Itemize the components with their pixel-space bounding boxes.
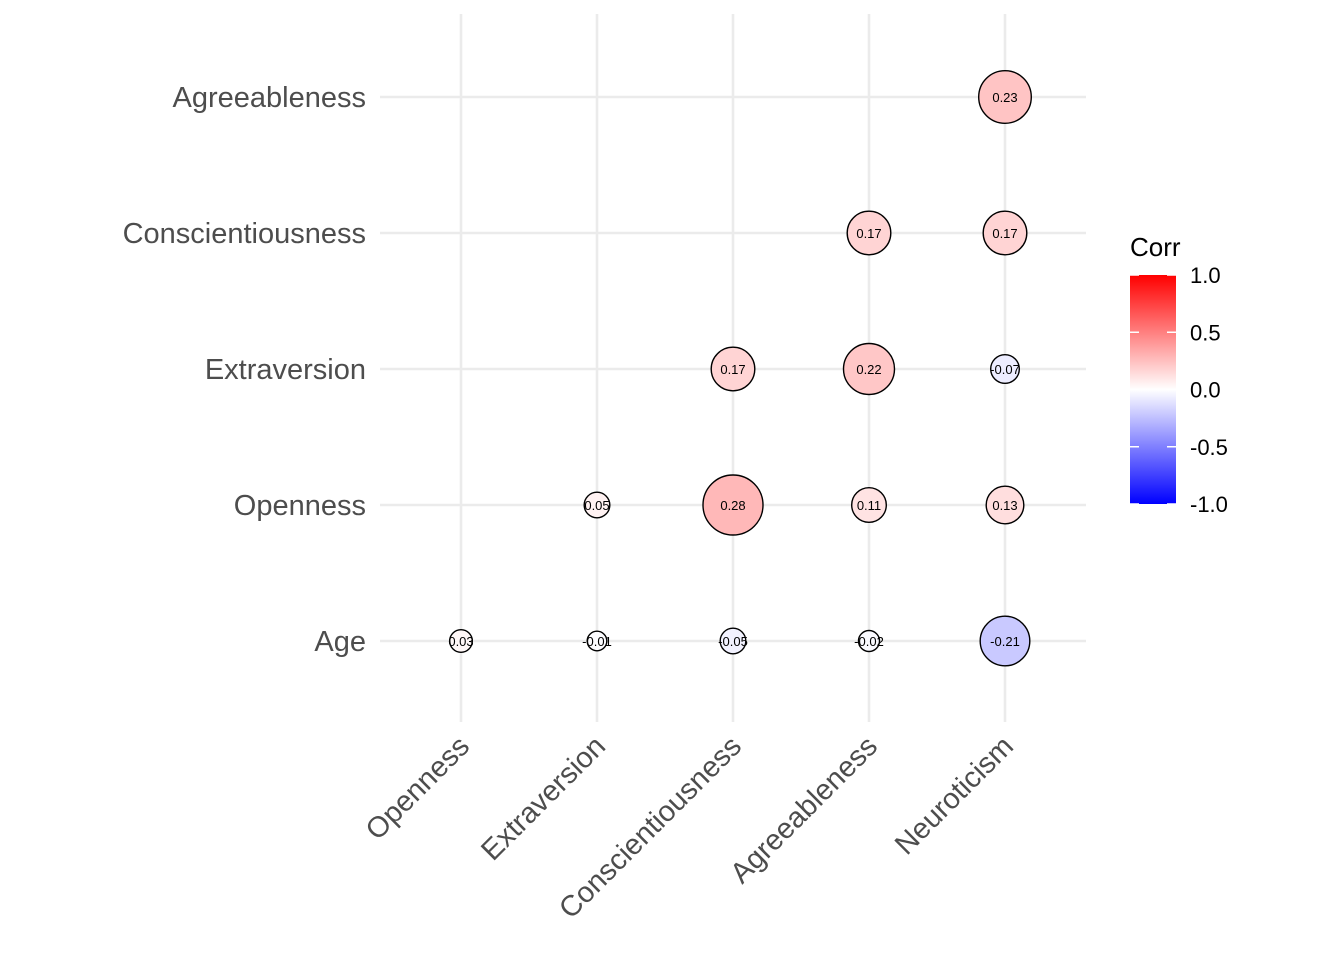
corr-value-label: -0.21: [990, 634, 1020, 649]
corr-circle: [583, 491, 611, 519]
corr-cell: -0.01: [582, 630, 612, 652]
legend-tick-label: -1.0: [1190, 492, 1228, 517]
corr-value-label: -0.05: [718, 634, 748, 649]
corr-circle: [842, 342, 896, 396]
corr-circle: [586, 630, 608, 652]
corr-value-label: 0.13: [992, 498, 1017, 513]
corr-circle: [702, 474, 764, 536]
x-tick-label: Agreeableness: [725, 730, 884, 889]
corr-circle: [710, 346, 756, 392]
legend-tick-label: -0.5: [1190, 435, 1228, 460]
corr-circle: [982, 210, 1028, 256]
corr-cell: 0.22: [842, 342, 896, 396]
legend-tick-label: 0.0: [1190, 378, 1221, 403]
x-tick-label: Extraversion: [475, 730, 612, 867]
corr-value-label: -0.07: [990, 362, 1020, 377]
corr-circle: [990, 354, 1021, 385]
corr-cell: -0.05: [718, 627, 748, 655]
corr-cell: -0.07: [990, 354, 1021, 385]
corr-circle: [449, 629, 474, 654]
legend-title: Corr: [1130, 232, 1181, 262]
correlation-cells: 0.03 -0.01 -0.05 -0.02 -0.21 0.05 0.28 0.11 0.13…: [448, 69, 1033, 667]
y-tick-label: Age: [314, 626, 366, 658]
corr-circle: [857, 629, 881, 653]
corr-value-label: -0.01: [582, 634, 612, 649]
legend-tick-label: 1.0: [1190, 263, 1221, 288]
corr-cell: 0.11: [851, 487, 888, 524]
corr-circle: [719, 627, 747, 655]
corr-value-label: 0.28: [720, 498, 745, 513]
x-axis-labels: Openness ExtraversionConscientiousnessAgr…: [360, 730, 1020, 925]
corr-cell: -0.02: [854, 629, 884, 653]
corr-value-label: 0.11: [857, 498, 881, 513]
corr-cell: -0.21: [979, 615, 1031, 667]
corr-value-label: 0.17: [856, 226, 881, 241]
y-tick-label: Conscientiousness: [123, 218, 366, 250]
corr-cell: 0.05: [583, 491, 611, 519]
corr-circle: [985, 485, 1025, 525]
color-legend: Corr 1.0 0.5 0.0 -0.5 -1.0: [1130, 232, 1228, 517]
corr-value-label: -0.02: [854, 634, 884, 649]
corr-cell: 0.23: [978, 69, 1033, 124]
corr-value-label: 0.03: [448, 634, 473, 649]
y-axis-labels: Age Openness Extraversion Conscientiousness…: [123, 82, 366, 658]
x-tick-label: Neuroticism: [889, 730, 1020, 861]
corr-value-label: 0.17: [992, 226, 1017, 241]
corr-cell: 0.17: [846, 210, 892, 256]
corr-circle: [978, 69, 1033, 124]
corr-cell: 0.17: [982, 210, 1028, 256]
corr-value-label: 0.22: [856, 362, 881, 377]
corr-value-label: 0.23: [992, 90, 1017, 105]
corr-cell: 0.17: [710, 346, 756, 392]
x-tick-label: Openness: [360, 730, 476, 846]
corr-circle: [846, 210, 892, 256]
corr-value-label: 0.05: [584, 498, 609, 513]
legend-tick-label: 0.5: [1190, 320, 1221, 345]
y-tick-label: Openness: [234, 490, 366, 522]
y-tick-label: Extraversion: [205, 354, 366, 386]
corr-value-label: 0.17: [720, 362, 745, 377]
corr-circle: [851, 487, 888, 524]
corr-cell: 0.28: [702, 474, 764, 536]
y-tick-label: Agreeableness: [173, 82, 366, 114]
corr-cell: 0.03: [448, 629, 474, 654]
corr-circle: [979, 615, 1031, 667]
corr-cell: 0.13: [985, 485, 1025, 525]
